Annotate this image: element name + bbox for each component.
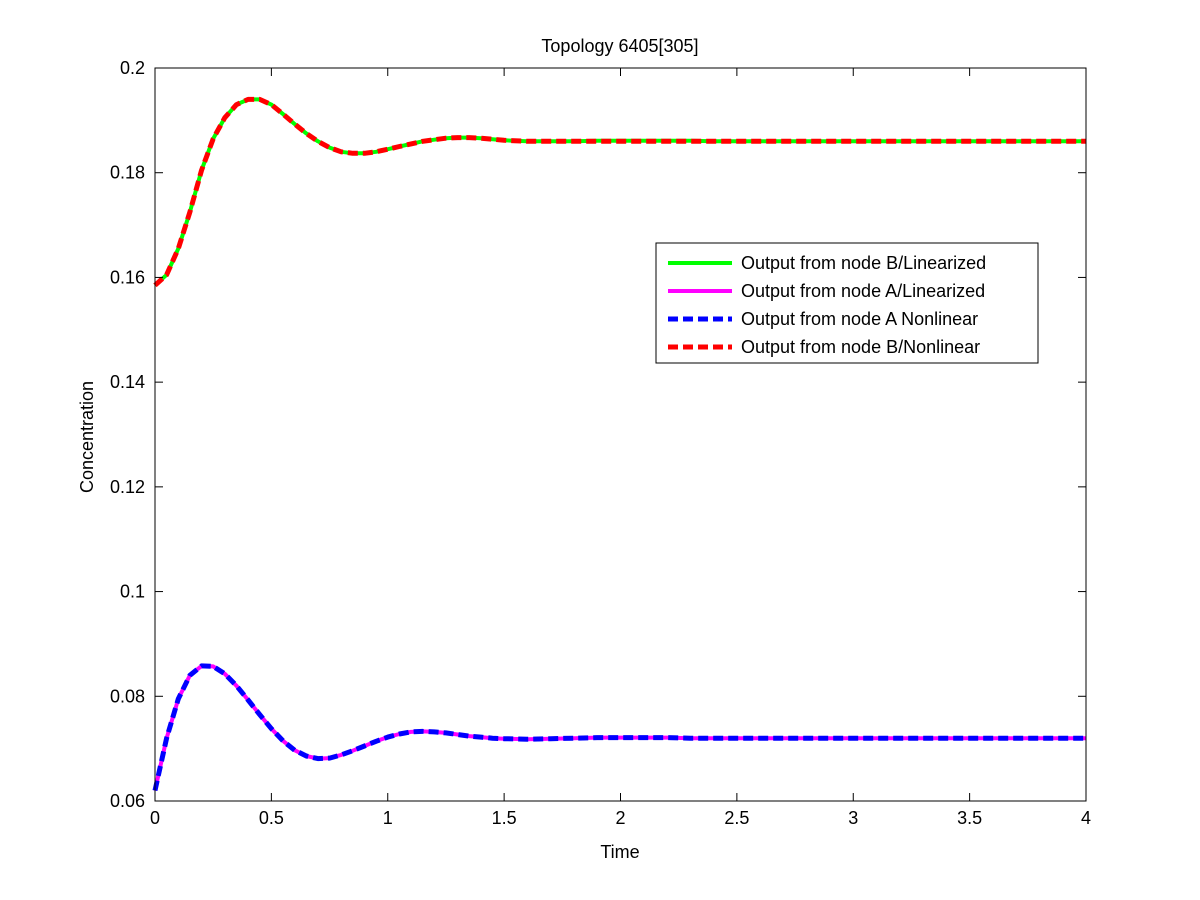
legend-label-4: Output from node B/Nonlinear (741, 337, 980, 357)
axes-box (154, 67, 1087, 802)
y-tick-label: 0.14 (110, 372, 145, 392)
series-line-4 (153, 96, 1086, 288)
y-tick-label: 0.06 (110, 791, 145, 811)
y-tick-label: 0.18 (110, 163, 145, 183)
plot-series (152, 96, 1086, 792)
legend-label-1: Output from node B/Linearized (741, 253, 986, 273)
y-axis-label: Concentration (77, 381, 97, 493)
legend: Output from node B/Linearized Output from… (655, 242, 1039, 364)
plot-area (155, 68, 1086, 801)
legend-label-3: Output from node A Nonlinear (741, 309, 978, 329)
x-tick-label: 3 (848, 808, 858, 828)
x-tick-label: 0 (150, 808, 160, 828)
y-tick-label: 0.12 (110, 477, 145, 497)
x-axis-label: Time (600, 842, 639, 862)
plot-frame (154, 67, 1087, 802)
series-line-3 (152, 663, 1086, 792)
y-tick-label: 0.08 (110, 686, 145, 706)
x-tick-label: 0.5 (259, 808, 284, 828)
y-tick-label: 0.1 (120, 582, 145, 602)
chart-title: Topology 6405[305] (541, 36, 698, 56)
x-tick-label: 1 (383, 808, 393, 828)
x-tick-label: 1.5 (492, 808, 517, 828)
legend-label-2: Output from node A/Linearized (741, 281, 985, 301)
x-tick-label: 2.5 (724, 808, 749, 828)
y-tick-label: 0.2 (120, 58, 145, 78)
y-tick-label: 0.16 (110, 267, 145, 287)
plot-axes: 0 0.5 1 1.5 2 2.5 3 3.5 4 0.06 0.08 0.1 0.12 0.14 0.16… (110, 58, 1091, 828)
x-tick-label: 4 (1081, 808, 1091, 828)
x-tick-label: 2 (615, 808, 625, 828)
x-tick-label: 3.5 (957, 808, 982, 828)
